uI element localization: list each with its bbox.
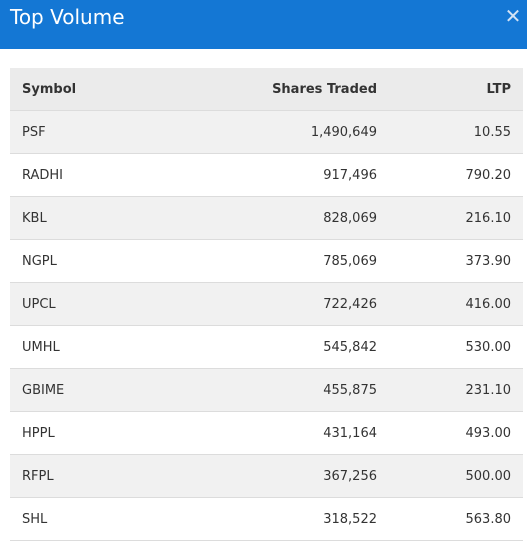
cell-shares-traded: 1,490,649	[184, 110, 389, 154]
top-volume-table: Symbol Shares Traded LTP PSF 1,490,649 1…	[10, 68, 523, 541]
table-header-row: Symbol Shares Traded LTP	[10, 68, 523, 111]
table-row: RADHI 917,496 790.20	[10, 153, 523, 197]
table-row: PSF 1,490,649 10.55	[10, 110, 523, 154]
cell-ltp: 10.55	[389, 110, 523, 154]
cell-shares-traded: 431,164	[184, 411, 389, 455]
table-row: UMHL 545,842 530.00	[10, 325, 523, 369]
cell-symbol: NGPL	[10, 239, 184, 283]
table-row: SHL 318,522 563.80	[10, 497, 523, 541]
cell-shares-traded: 318,522	[184, 497, 389, 541]
column-header-ltp[interactable]: LTP	[389, 68, 523, 111]
modal-header: Top Volume ✕	[0, 0, 527, 49]
table-row: HPPL 431,164 493.00	[10, 411, 523, 455]
cell-ltp: 416.00	[389, 282, 523, 326]
cell-ltp: 563.80	[389, 497, 523, 541]
cell-shares-traded: 455,875	[184, 368, 389, 412]
cell-symbol: HPPL	[10, 411, 184, 455]
modal-title: Top Volume	[10, 5, 125, 29]
table-row: UPCL 722,426 416.00	[10, 282, 523, 326]
cell-symbol: GBIME	[10, 368, 184, 412]
cell-shares-traded: 367,256	[184, 454, 389, 498]
cell-symbol: KBL	[10, 196, 184, 240]
cell-symbol: UMHL	[10, 325, 184, 369]
cell-ltp: 530.00	[389, 325, 523, 369]
table-row: RFPL 367,256 500.00	[10, 454, 523, 498]
cell-shares-traded: 545,842	[184, 325, 389, 369]
column-header-shares-traded[interactable]: Shares Traded	[184, 68, 389, 111]
column-header-symbol[interactable]: Symbol	[10, 68, 184, 111]
cell-ltp: 790.20	[389, 153, 523, 197]
table-row: NGPL 785,069 373.90	[10, 239, 523, 283]
cell-shares-traded: 722,426	[184, 282, 389, 326]
cell-symbol: SHL	[10, 497, 184, 541]
cell-shares-traded: 785,069	[184, 239, 389, 283]
cell-symbol: RADHI	[10, 153, 184, 197]
cell-symbol: UPCL	[10, 282, 184, 326]
table-row: GBIME 455,875 231.10	[10, 368, 523, 412]
cell-ltp: 231.10	[389, 368, 523, 412]
cell-ltp: 373.90	[389, 239, 523, 283]
cell-ltp: 216.10	[389, 196, 523, 240]
close-icon[interactable]: ✕	[504, 4, 522, 28]
cell-symbol: PSF	[10, 110, 184, 154]
cell-symbol: RFPL	[10, 454, 184, 498]
cell-shares-traded: 828,069	[184, 196, 389, 240]
cell-shares-traded: 917,496	[184, 153, 389, 197]
table-row: KBL 828,069 216.10	[10, 196, 523, 240]
cell-ltp: 493.00	[389, 411, 523, 455]
cell-ltp: 500.00	[389, 454, 523, 498]
